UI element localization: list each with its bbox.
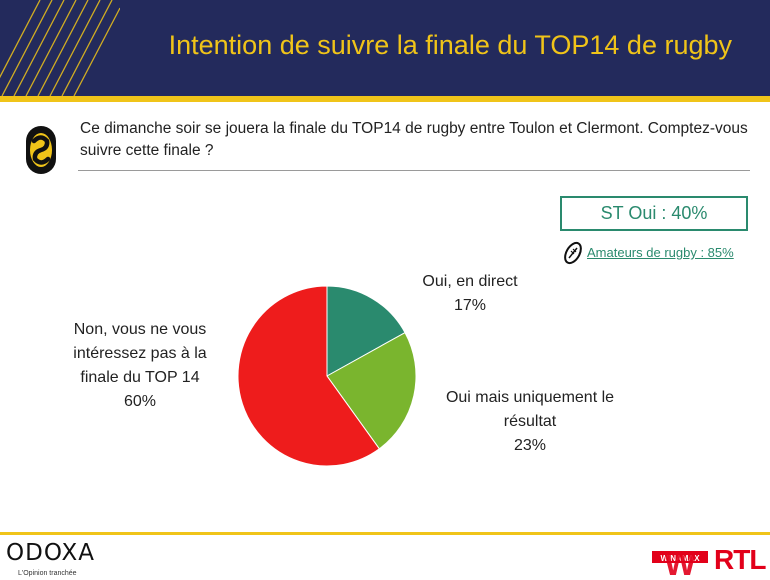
odoxa-coin-icon	[26, 126, 56, 174]
rugby-ball-icon	[564, 241, 582, 265]
rtl-logo: RTL	[714, 544, 766, 575]
survey-question: Ce dimanche soir se jouera la finale du …	[80, 120, 748, 159]
odoxa-logo: ODOXA	[6, 540, 95, 566]
amateurs-link[interactable]: Amateurs de rugby : 85%	[587, 245, 734, 260]
label-oui-resultat: Oui mais uniquement le résultat 23%	[425, 386, 635, 458]
svg-text:W: W	[664, 545, 697, 577]
header-banner: Intention de suivre la finale du TOP14 d…	[0, 0, 770, 96]
page-title: Intention de suivre la finale du TOP14 d…	[168, 30, 732, 60]
label-non-line3: finale du TOP 14	[80, 369, 200, 386]
pie-slice-2	[326, 331, 417, 450]
pie-slice-3	[237, 285, 381, 467]
question-divider	[78, 170, 750, 171]
odoxa-tagline: L'Opinion tranchée	[18, 570, 77, 577]
hatch-decoration	[0, 0, 120, 96]
label-non-line2: intéressez pas à la	[73, 345, 207, 362]
label-non-pct: 60%	[123, 393, 157, 410]
label-oui-resultat-line2: résultat	[503, 413, 557, 430]
label-oui-resultat-line1: Oui mais uniquement le	[445, 389, 615, 406]
header-divider	[0, 96, 770, 102]
label-non-line1: Non, vous ne vous	[73, 321, 207, 338]
st-oui-box: ST Oui : 40%	[560, 196, 748, 231]
label-oui-direct-text: Oui, en direct	[422, 273, 518, 290]
svg-text:WINAMAX: WINAMAX	[660, 554, 700, 563]
footer-divider	[0, 532, 770, 535]
pie-slice-1	[326, 285, 406, 377]
label-oui-resultat-pct: 23%	[513, 437, 547, 454]
label-non: Non, vous ne vous intéressez pas à la fi…	[40, 318, 240, 414]
label-oui-direct: Oui, en direct 17%	[395, 270, 545, 318]
winamax-logo: WINAMAX W	[652, 545, 708, 577]
label-oui-direct-pct: 17%	[453, 297, 487, 314]
